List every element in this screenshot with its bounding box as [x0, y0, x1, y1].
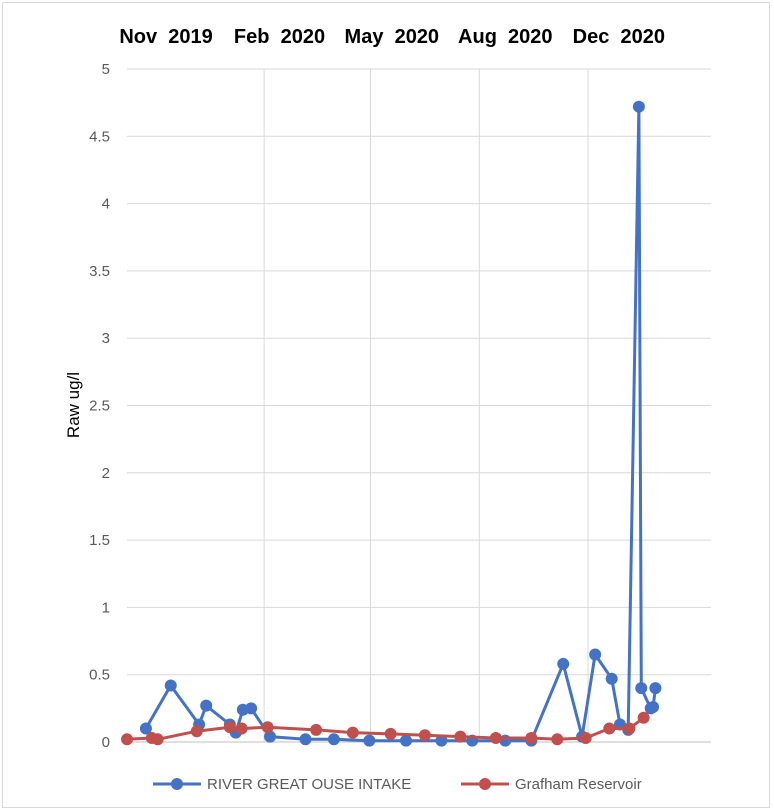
- series-layer: [121, 100, 662, 747]
- data-point: [647, 701, 660, 714]
- data-point: [346, 726, 359, 739]
- data-point: [635, 682, 648, 695]
- data-point: [164, 679, 177, 692]
- y-tick-label: 2: [102, 465, 110, 482]
- data-point: [245, 702, 258, 715]
- y-tick-label: 4.5: [89, 128, 110, 145]
- data-point: [261, 721, 274, 734]
- y-tick-label: 2.5: [89, 398, 110, 415]
- tick-layer: 0 0.5 1 1.5 2 2.5 3 3.5 4 4.5 5: [89, 61, 110, 751]
- legend-marker: [171, 778, 183, 790]
- data-point: [454, 730, 467, 743]
- y-tick-label: 3.5: [89, 263, 110, 280]
- y-axis-title: Raw ug/l: [64, 372, 83, 438]
- data-point: [551, 733, 564, 746]
- y-tick-label: 4: [102, 196, 110, 213]
- data-point: [151, 733, 164, 746]
- top-date-label: Nov 2019: [119, 26, 212, 48]
- legend-label: RIVER GREAT OUSE INTAKE: [207, 776, 411, 793]
- data-point: [399, 734, 412, 747]
- data-point: [557, 657, 570, 670]
- data-point: [489, 731, 502, 744]
- data-point: [190, 725, 203, 738]
- chart-svg: Nov 2019 Feb 2020 May 2020 Aug 2020 Dec 2020…: [64, 26, 711, 793]
- data-point: [384, 727, 397, 740]
- data-point: [200, 699, 213, 712]
- data-point: [632, 100, 645, 113]
- top-label-layer: Nov 2019 Feb 2020 May 2020 Aug 2020 Dec 2020: [119, 26, 665, 48]
- y-tick-label: 1.5: [89, 532, 110, 549]
- data-point: [525, 731, 538, 744]
- legend: RIVER GREAT OUSE INTAKE Grafham Reservoir: [153, 776, 642, 793]
- y-tick-label: 0.5: [89, 667, 110, 684]
- legend-marker: [479, 778, 491, 790]
- top-date-label: May 2020: [345, 26, 440, 48]
- data-point: [637, 711, 650, 724]
- data-point: [235, 722, 248, 735]
- data-point: [605, 672, 618, 685]
- data-point: [579, 731, 592, 744]
- data-point: [139, 722, 152, 735]
- data-point: [327, 733, 340, 746]
- legend-label: Grafham Reservoir: [515, 776, 642, 793]
- top-date-label: Aug 2020: [458, 26, 552, 48]
- top-date-label: Feb 2020: [234, 26, 325, 48]
- series-line: [144, 105, 657, 743]
- data-point: [223, 721, 236, 734]
- y-tick-label: 1: [102, 599, 110, 616]
- data-point: [649, 682, 662, 695]
- data-point: [418, 729, 431, 742]
- data-point: [363, 734, 376, 747]
- data-point: [435, 734, 448, 747]
- data-point: [603, 722, 616, 735]
- y-tick-label: 0: [102, 734, 110, 751]
- data-point: [589, 648, 602, 661]
- grid-layer: [127, 68, 711, 743]
- series-0: [139, 100, 662, 747]
- series-1: [121, 711, 650, 746]
- top-date-label: Dec 2020: [573, 26, 665, 48]
- y-tick-label: 5: [102, 61, 110, 78]
- data-point: [623, 722, 636, 735]
- data-point: [299, 733, 312, 746]
- data-point: [121, 733, 133, 746]
- data-point: [264, 730, 277, 743]
- y-tick-label: 3: [102, 330, 110, 347]
- data-point: [310, 723, 323, 736]
